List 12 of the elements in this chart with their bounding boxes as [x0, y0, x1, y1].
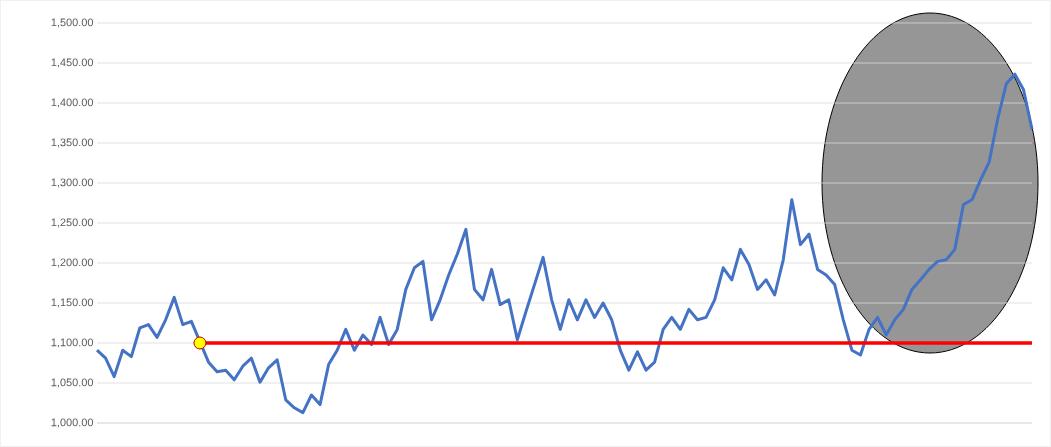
- y-tick-label: 1,400.00: [51, 98, 94, 108]
- y-tick-label: 1,250.00: [51, 218, 94, 228]
- y-tick-label: 1,450.00: [51, 58, 94, 68]
- y-tick-label: 1,350.00: [51, 138, 94, 148]
- y-tick-label: 1,050.00: [51, 378, 94, 388]
- y-tick-label: 1,300.00: [51, 178, 94, 188]
- y-tick-label: 1,150.00: [51, 298, 94, 308]
- line-series: [95, 72, 1034, 415]
- y-tick-label: 1,500.00: [51, 18, 94, 28]
- y-tick-label: 1,200.00: [51, 258, 94, 268]
- y-tick-label: 1,100.00: [51, 338, 94, 348]
- y-tick-label: 1,000.00: [51, 418, 94, 428]
